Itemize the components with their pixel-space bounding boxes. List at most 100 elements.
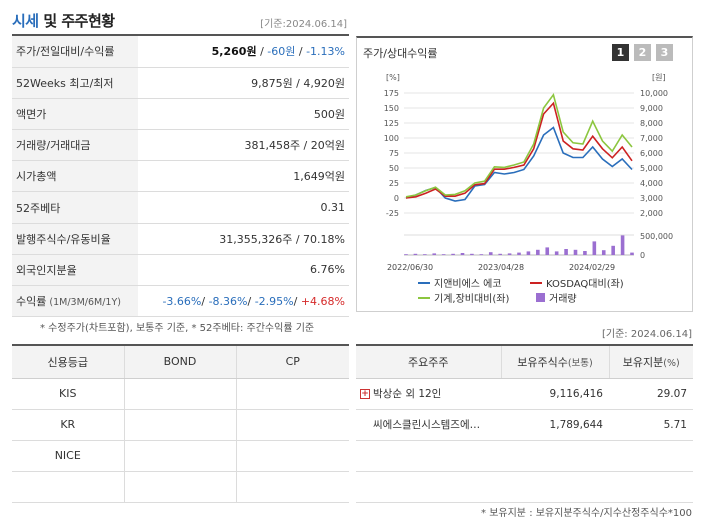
volume-bar [573, 249, 578, 255]
major-shareholders-table: 주요주주 보유주식수(보통) 보유지분(%) + 박상순 외 12인 9,116,… [356, 344, 693, 503]
bond-rating [123, 440, 236, 472]
price-change: -60원 [267, 45, 296, 59]
shares-header: 보유주식수 [517, 355, 568, 369]
shareholder-name-text: 박상순 외 12인 [373, 388, 442, 400]
series-line [405, 101, 633, 199]
separator: / [247, 294, 255, 308]
right-tick-label: 5,000 [640, 164, 663, 173]
table-row: 시가총액 1,649억원 [12, 160, 349, 193]
left-tick-label: 50 [389, 164, 399, 173]
volume-zero-tick: 0 [640, 251, 645, 260]
reference-date: [기준:2024.06.14] [260, 19, 347, 30]
header-divider [12, 34, 349, 36]
table-row: KIS [12, 378, 349, 410]
cp-rating [235, 409, 349, 441]
page-title-accent: 시세 [12, 12, 39, 30]
table-row: 수익률 (1M/3M/6M/1Y) -3.66%/ -8.36%/ -2.95%… [12, 285, 349, 318]
legend-label: 기계,장비대비(좌) [434, 293, 509, 305]
separator: / [256, 45, 268, 59]
column-header: 보유주식수(보통) [500, 345, 609, 379]
chart-tab-3[interactable]: 3 [656, 44, 673, 61]
expand-plus-icon[interactable]: + [360, 389, 370, 399]
volume-bar [620, 235, 625, 255]
volume-bar [526, 251, 531, 255]
chart-series [405, 92, 633, 202]
row-label: 52주베타 [12, 191, 138, 224]
left-tick-label: -25 [386, 209, 399, 218]
left-tick-label: 25 [389, 179, 399, 188]
volume-bar [488, 252, 493, 255]
right-tick-label: 9,000 [640, 104, 663, 113]
left-tick-label: 150 [384, 104, 399, 113]
table-row: KR [12, 409, 349, 441]
volume-bar [630, 252, 634, 255]
right-tick-label: 8,000 [640, 119, 663, 128]
left-axis-unit: [%] [386, 73, 400, 82]
row-value: 9,875원 / 4,920원 [138, 67, 349, 99]
volume-bar [470, 253, 474, 255]
volume-bar [423, 254, 427, 255]
volume-bar [564, 249, 568, 255]
table-row [356, 440, 693, 472]
stake-percent [609, 471, 693, 503]
legend-label: 거래량 [549, 293, 577, 305]
cp-rating [235, 378, 349, 410]
page-title-rest: 및 주주현황 [38, 12, 115, 30]
table-row: 외국인지분율 6.76% [12, 254, 349, 287]
return-1m: -3.66% [162, 294, 202, 308]
row-label: 외국인지분율 [12, 254, 138, 287]
volume-bar [441, 254, 446, 255]
row-value: 1,649억원 [138, 160, 349, 193]
shareholder-name[interactable]: + 박상순 외 12인 [356, 378, 501, 410]
shares-held: 1,789,644 [501, 409, 609, 441]
chart-tab-2[interactable]: 2 [634, 44, 651, 61]
table-row: 액면가 500원 [12, 98, 349, 131]
table-header-row: 신용등급 BOND CP [12, 345, 349, 379]
table-row: 발행주식수/유동비율 31,355,326주 / 70.18% [12, 223, 349, 255]
volume-bar [601, 250, 606, 255]
series-line [405, 92, 633, 198]
volume-tick: 500,000 [640, 232, 673, 241]
stake-header: 보유지분 [622, 355, 664, 369]
volume-bar [583, 251, 587, 255]
price-change-rate: -1.13% [306, 45, 345, 59]
chart-gridlines [404, 92, 634, 214]
credit-rating-table: 신용등급 BOND CP KIS KR NICE [12, 344, 349, 503]
returns-label: 수익률 [16, 295, 47, 309]
table-row: NICE [12, 440, 349, 472]
volume-bar [507, 253, 512, 255]
column-header: CP [235, 345, 349, 379]
table-row: 거래량/거래대금 381,458주 / 20억원 [12, 129, 349, 162]
rating-agency [12, 471, 124, 503]
row-label: 시가총액 [12, 160, 138, 193]
right-tick-label: 4,000 [640, 179, 663, 188]
holders-footnote: * 보유지분 : 보유지분주식수/지수산정주식수*100 [481, 508, 692, 519]
right-tick-label: 2,000 [640, 209, 663, 218]
separator: / [293, 294, 301, 308]
bond-rating [123, 378, 236, 410]
separator: / [201, 294, 209, 308]
page-title: 시세 및 주주현황 [12, 10, 115, 31]
volume-bar [413, 253, 418, 255]
left-tick-label: 0 [394, 194, 399, 203]
rating-agency: NICE [12, 440, 124, 472]
shareholder-name: 씨에스클린시스템즈에… [356, 409, 501, 441]
volume-bar [432, 253, 437, 255]
chart-title: 주가/상대수익률 [363, 47, 438, 60]
price-chart: [%] [원] 175 150 125 100 75 50 25 0 -25 10,000 9,0… [384, 73, 673, 305]
volume-bar [545, 247, 550, 255]
volume-bar [592, 241, 597, 255]
chart-panel [356, 36, 693, 312]
row-value: 500원 [138, 98, 349, 131]
chart-tab-1[interactable]: 1 [612, 44, 629, 61]
volume-bar [498, 253, 502, 255]
price-summary-table: 주가/전일대비/수익률 5,260원 / -60원 / -1.13% 52Wee… [12, 36, 349, 318]
return-1y: +4.68% [300, 294, 345, 308]
row-value: 0.31 [138, 191, 349, 224]
volume-bars [404, 235, 634, 255]
chart-legend: 지앤비에스 에코 KOSDAQ대비(좌) 기계,장비대비(좌) 거래량 [418, 278, 624, 305]
column-header: 주요주주 [356, 345, 501, 379]
volume-bar [554, 251, 559, 255]
legend-label: KOSDAQ대비(좌) [546, 278, 624, 290]
volume-bar [611, 245, 615, 255]
